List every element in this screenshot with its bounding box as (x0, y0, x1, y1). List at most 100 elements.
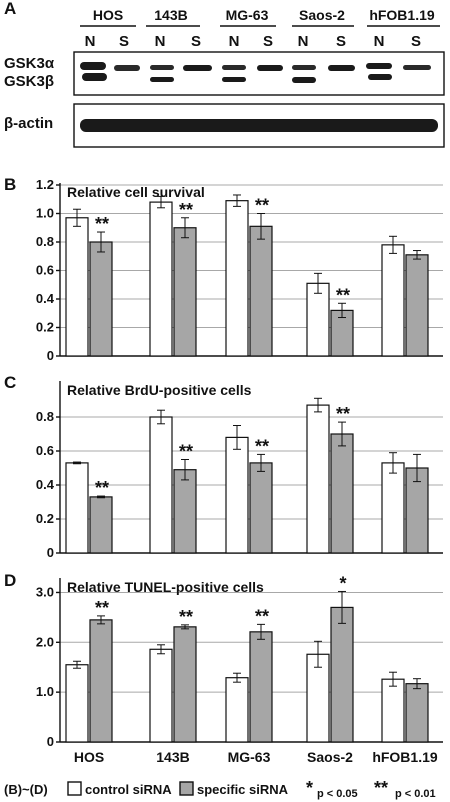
legend-p-double: p < 0.01 (395, 788, 436, 800)
panel-label-a: A (4, 0, 16, 18)
bar-specific (173, 626, 197, 743)
lane-s-hos: S (119, 33, 129, 50)
y-tick-label: 1.0 (36, 206, 54, 221)
bar-specific (405, 254, 429, 357)
chart-tunel-positive: 0 1.0 2.0 3.0 Relative TUNEL-positive cells *… (36, 573, 443, 749)
bar-control (381, 462, 405, 554)
blot-header: HOS 143B MG-63 Saos-2 hFOB1.19 N S N S N… (80, 7, 440, 50)
bar-control (306, 404, 330, 554)
bar-control (225, 200, 249, 357)
legend-double-star: ** (374, 778, 388, 798)
band-hos-n-beta (82, 73, 107, 81)
y-tick-label: 2.0 (36, 634, 54, 649)
band-saos2-n-beta (292, 77, 316, 83)
y-tick-label: 0.8 (36, 409, 54, 424)
y-tick-label: 0 (47, 348, 54, 363)
band-hos-n-alpha (80, 62, 106, 70)
bar-specific (89, 241, 113, 357)
y-tick-label: 0 (47, 734, 54, 749)
chart-title: Relative TUNEL-positive cells (67, 579, 264, 595)
band-hfob-n-alpha (366, 63, 392, 69)
bar-control (225, 677, 249, 743)
x-tick-hos: HOS (74, 749, 104, 765)
bar-specific (89, 496, 113, 554)
panel-label-d: D (4, 571, 16, 590)
blot-frame-gsk3 (73, 51, 445, 96)
significance-marker: * (339, 573, 346, 593)
blot-image-gsk3 (73, 51, 445, 96)
significance-marker: ** (255, 436, 269, 456)
significance-marker: ** (95, 214, 109, 234)
y-tick-label: 0.2 (36, 320, 54, 335)
band-actin (80, 119, 438, 132)
bar-control (149, 416, 173, 554)
chart-brdu-positive: 0 0.2 0.4 0.6 0.8 Relative BrdU-positive cell… (36, 381, 443, 560)
blot-lane-mg63: MG-63 (226, 7, 269, 23)
x-tick-hfob: hFOB1.19 (372, 749, 438, 765)
legend-single-star: * (306, 778, 313, 798)
lane-n-saos2: N (298, 33, 309, 50)
y-tick-label: 3.0 (36, 584, 54, 599)
bar-control (65, 664, 89, 743)
bar-control (149, 648, 173, 743)
bar-control (65, 462, 89, 554)
bar-specific (249, 631, 273, 743)
legend: (B)~(D) control siRNA specific siRNA * p… (4, 778, 436, 800)
chart-title: Relative cell survival (67, 184, 205, 200)
band-mg63-n-beta (222, 77, 246, 82)
bar-control (381, 244, 405, 357)
legend-label-specific: specific siRNA (197, 782, 289, 797)
x-tick-saos2: Saos-2 (307, 749, 353, 765)
lane-n-143b: N (155, 33, 166, 50)
significance-marker: ** (255, 196, 269, 216)
blot-row-label-gsk3b: GSK3β (4, 73, 54, 90)
y-tick-label: 1.2 (36, 177, 54, 192)
y-tick-label: 0.8 (36, 234, 54, 249)
lane-n-hos: N (85, 33, 96, 50)
lane-n-mg63: N (229, 33, 240, 50)
bar-specific (330, 433, 354, 554)
band-mg63-s-alpha (257, 65, 283, 71)
panel-label-c: C (4, 373, 16, 392)
significance-marker: ** (179, 442, 193, 462)
y-tick-label: 1.0 (36, 684, 54, 699)
blot-lane-hos: HOS (93, 7, 123, 23)
lane-s-hfob: S (411, 33, 421, 50)
panel-label-b: B (4, 175, 16, 194)
blot-image-actin (73, 103, 445, 148)
legend-p-single: p < 0.05 (317, 788, 358, 800)
legend-label-control: control siRNA (85, 782, 172, 797)
bar-specific (249, 462, 273, 554)
legend-swatch-control (67, 781, 82, 796)
x-tick-mg63: MG-63 (228, 749, 271, 765)
chart-cell-survival: 0 0.2 0.4 0.6 0.8 1.0 1.2 Relative cell surviva… (36, 177, 443, 363)
y-tick-label: 0 (47, 545, 54, 560)
lane-s-mg63: S (263, 33, 273, 50)
bar-specific (173, 227, 197, 357)
legend-range-label: (B)~(D) (4, 782, 48, 797)
lane-s-143b: S (191, 33, 201, 50)
band-hfob-n-beta (368, 74, 392, 80)
chart-title: Relative BrdU-positive cells (67, 382, 252, 398)
y-tick-label: 0.4 (36, 477, 55, 492)
blot-row-label-gsk3a: GSK3α (4, 55, 55, 72)
x-axis-categories: HOS 143B MG-63 Saos-2 hFOB1.19 (74, 749, 438, 765)
bar-specific (249, 225, 273, 357)
significance-marker: ** (179, 607, 193, 627)
significance-marker: ** (95, 478, 109, 498)
band-mg63-n-alpha (222, 65, 246, 70)
bar-specific (330, 606, 354, 743)
significance-marker: ** (336, 285, 350, 305)
y-tick-label: 0.6 (36, 263, 54, 278)
bar-specific (89, 619, 113, 743)
significance-marker: ** (255, 606, 269, 626)
band-saos2-s-alpha (328, 65, 355, 71)
y-tick-label: 0.4 (36, 291, 55, 306)
blot-lane-saos2: Saos-2 (299, 7, 345, 23)
bar-control (225, 436, 249, 554)
bar-specific (405, 683, 429, 743)
bar-control (381, 678, 405, 743)
band-143b-n-alpha (150, 65, 174, 70)
band-143b-s-alpha (183, 65, 212, 71)
